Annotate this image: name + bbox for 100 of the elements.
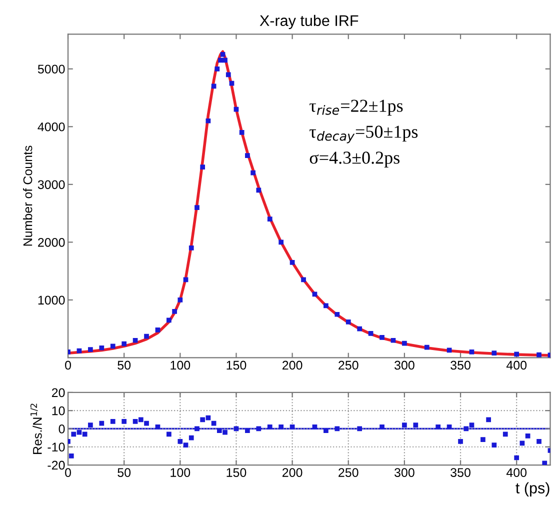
point <box>290 260 295 265</box>
x-tick-label: 150 <box>226 468 246 477</box>
y-tick-label: 1000 <box>38 296 65 305</box>
point <box>514 455 520 460</box>
point <box>122 341 127 346</box>
y-tick-label: 0 <box>58 424 65 434</box>
point <box>245 153 250 158</box>
point <box>492 442 497 448</box>
annotation: τ$_{rise}$=22±1ps <box>310 100 403 116</box>
point <box>346 319 351 324</box>
point <box>424 344 430 350</box>
point <box>245 428 250 433</box>
point <box>194 426 200 432</box>
point <box>144 334 149 339</box>
point <box>234 106 239 112</box>
point <box>132 338 138 343</box>
x-tick-label: 50 <box>118 468 131 477</box>
y-tick-label: 10 <box>52 406 65 416</box>
point <box>402 422 407 428</box>
point <box>76 430 82 435</box>
point <box>76 348 82 354</box>
point <box>110 344 116 349</box>
x-tick-label: 250 <box>338 468 358 477</box>
x-tick-label: 50 <box>118 360 131 370</box>
y-axis-title: Res./N$^{1/2}$ <box>30 404 42 454</box>
x-tick-label: 300 <box>394 360 414 370</box>
point <box>226 72 231 78</box>
annotation: τ$_{decay}$=50±1ps <box>310 126 418 144</box>
point <box>155 328 160 332</box>
point <box>172 309 177 314</box>
point <box>525 434 530 438</box>
point <box>278 424 284 430</box>
point <box>357 326 362 332</box>
point <box>132 419 138 424</box>
point <box>542 460 548 466</box>
point <box>122 419 127 424</box>
point <box>68 454 74 458</box>
x-tick-label: 0 <box>65 468 72 477</box>
point <box>334 426 340 432</box>
point <box>334 312 340 317</box>
point <box>458 438 463 444</box>
point <box>200 417 206 422</box>
point <box>166 318 172 323</box>
point <box>188 246 194 250</box>
point <box>155 424 160 430</box>
x-tick-label: 100 <box>170 468 190 477</box>
point <box>220 52 226 57</box>
y-tick-label: -20 <box>48 460 65 470</box>
point <box>211 84 216 89</box>
y-axis-title: Number of Counts <box>23 146 32 246</box>
point <box>256 426 262 432</box>
point <box>166 432 172 437</box>
point <box>218 58 223 63</box>
x-tick-label: 0 <box>65 360 72 370</box>
point <box>206 415 211 420</box>
point <box>469 422 474 428</box>
point <box>188 435 194 440</box>
point <box>250 170 256 176</box>
point <box>99 420 104 426</box>
annotation: σ=4.3±0.2ps <box>310 152 400 168</box>
x-tick-label: 250 <box>338 360 358 370</box>
x-tick-label: 350 <box>450 468 470 477</box>
point <box>436 424 441 430</box>
point <box>178 298 183 302</box>
point <box>229 80 234 86</box>
point <box>301 277 306 282</box>
point <box>446 348 452 353</box>
point <box>380 424 384 430</box>
point <box>216 428 222 433</box>
point <box>502 432 508 437</box>
chart-title: X-ray tube IRF <box>260 14 358 30</box>
point <box>536 438 542 444</box>
point <box>312 424 318 430</box>
point <box>267 216 272 222</box>
y-tick-label: 4000 <box>38 122 65 132</box>
y-tick-label: 3000 <box>38 180 65 190</box>
point <box>222 430 228 435</box>
point <box>536 352 542 358</box>
point <box>278 240 284 245</box>
point <box>390 338 396 343</box>
point <box>88 422 93 428</box>
y-tick-label: 20 <box>52 388 65 398</box>
y-tick-label: 2000 <box>38 238 65 247</box>
y-tick-label: -10 <box>48 442 65 452</box>
point <box>324 303 328 308</box>
x-tick-label: 200 <box>282 360 302 370</box>
point <box>480 437 486 442</box>
point <box>324 428 328 433</box>
point <box>206 118 211 124</box>
point <box>71 432 76 437</box>
point <box>138 417 144 422</box>
x-tick-label: 150 <box>226 360 246 370</box>
point <box>99 345 104 350</box>
point <box>486 417 491 422</box>
point <box>82 432 88 437</box>
point <box>368 331 374 336</box>
point <box>144 420 149 426</box>
point <box>267 424 272 430</box>
point <box>312 292 318 297</box>
x-tick-label: 100 <box>170 360 190 370</box>
